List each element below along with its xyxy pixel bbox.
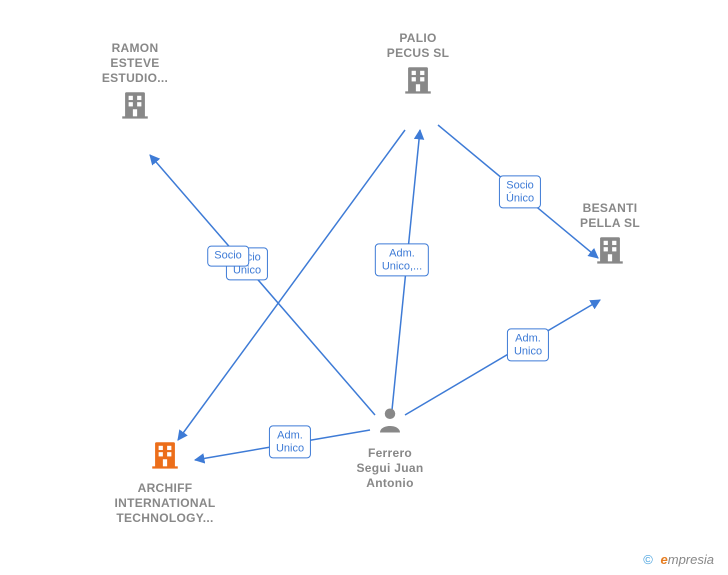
building-icon xyxy=(401,63,435,97)
edge-label-ferrero-besanti[interactable]: Adm.Unico xyxy=(507,328,549,361)
edge-label-palio-besanti[interactable]: SocioÚnico xyxy=(499,175,541,208)
node-ferrero[interactable]: FerreroSegui JuanAntonio xyxy=(330,403,450,491)
edge-ferrero-ramon xyxy=(150,155,375,415)
person-icon xyxy=(375,403,405,437)
node-ramon[interactable]: RAMONESTEVEESTUDIO... xyxy=(75,41,195,127)
node-palio[interactable]: PALIOPECUS SL xyxy=(358,31,478,102)
edge-ferrero-besanti xyxy=(405,300,600,415)
node-label: FerreroSegui JuanAntonio xyxy=(330,446,450,491)
building-icon xyxy=(593,233,627,267)
brand-name: empresia xyxy=(661,552,714,567)
watermark: © empresia xyxy=(643,552,714,567)
edge-label-ferrero-palio[interactable]: Adm.Unico,... xyxy=(375,243,429,276)
building-icon xyxy=(148,438,182,472)
node-label: PALIOPECUS SL xyxy=(358,31,478,61)
node-label: BESANTIPELLA SL xyxy=(550,201,670,231)
node-besanti[interactable]: BESANTIPELLA SL xyxy=(550,201,670,272)
edge-palio-archiff xyxy=(178,130,405,440)
edge-label-ferrero-archiff[interactable]: Adm.Unico xyxy=(269,425,311,458)
edge-label-palio-archiff[interactable]: Socio xyxy=(207,246,249,267)
node-label: ARCHIFFINTERNATIONALTECHNOLOGY... xyxy=(105,481,225,526)
node-archiff[interactable]: ARCHIFFINTERNATIONALTECHNOLOGY... xyxy=(105,438,225,526)
copyright-symbol: © xyxy=(643,552,653,567)
node-label: RAMONESTEVEESTUDIO... xyxy=(75,41,195,86)
building-icon xyxy=(118,88,152,122)
